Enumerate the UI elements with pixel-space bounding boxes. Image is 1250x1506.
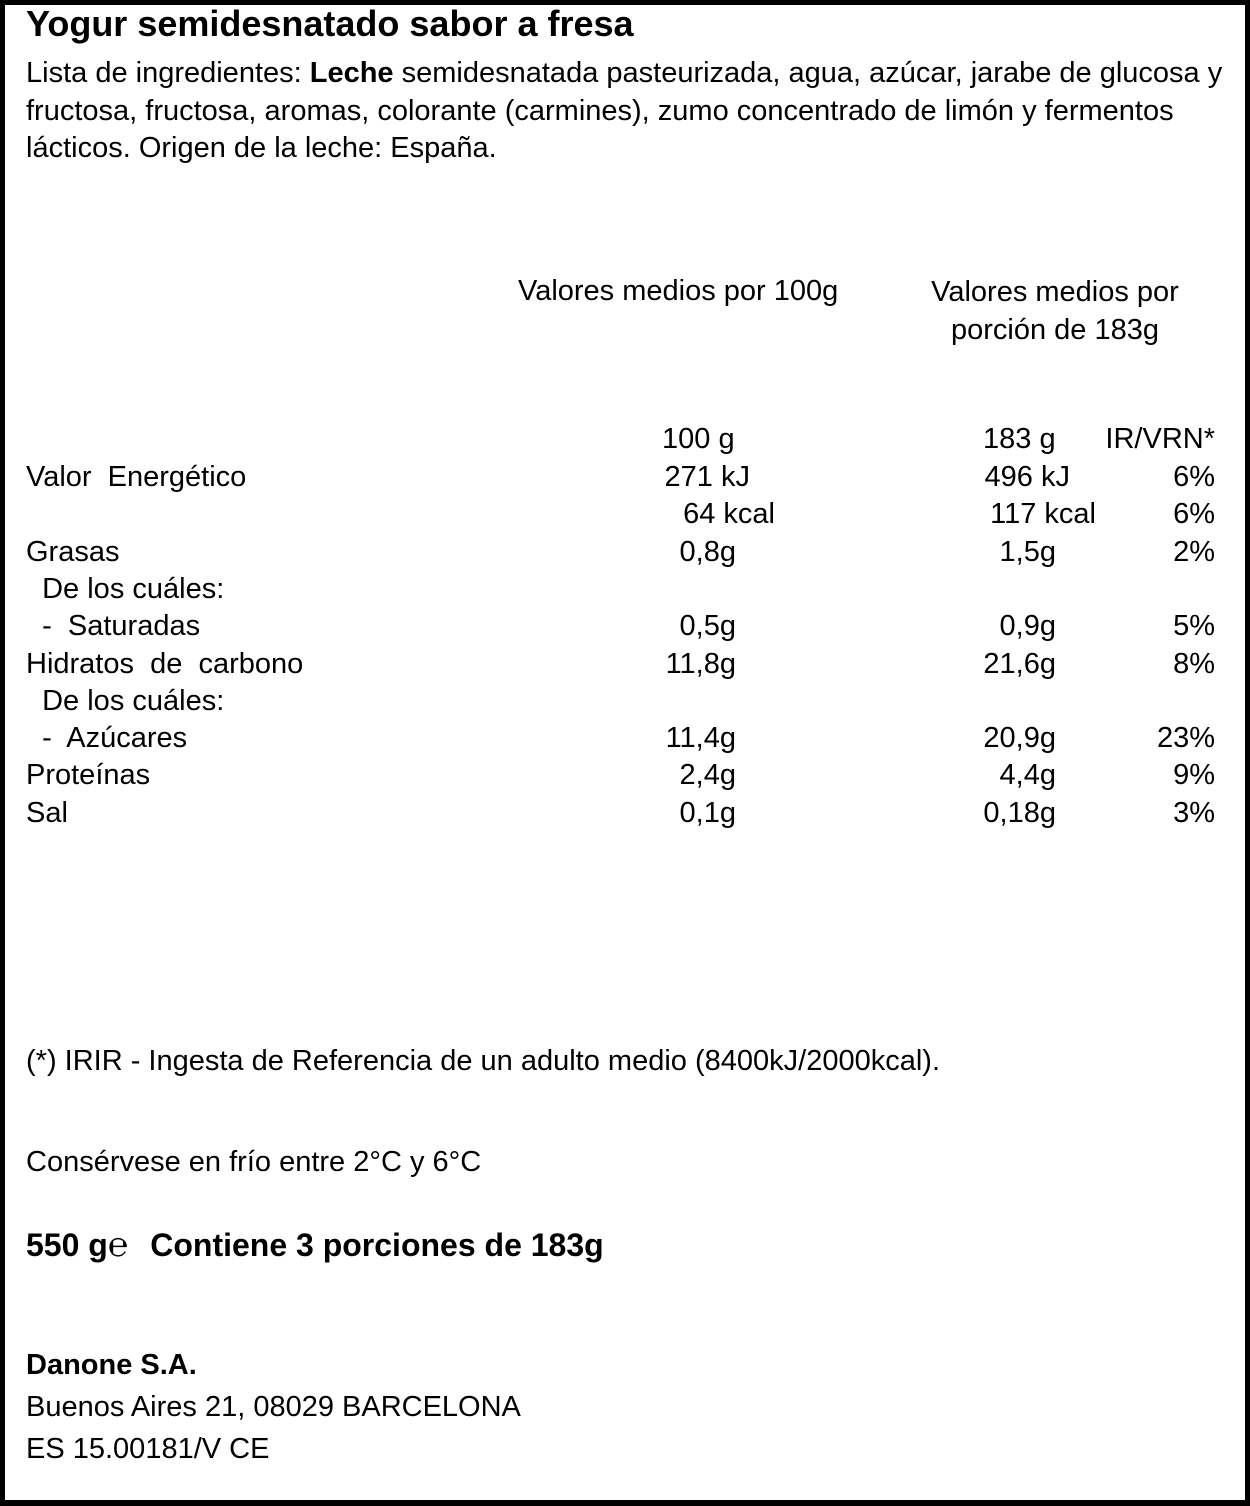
value-ir: 6%: [1173, 461, 1215, 493]
value-ir: 5%: [1173, 610, 1215, 643]
value-per-100g: 11,4g: [665, 722, 736, 755]
value-per-100g: 271 kJ: [664, 461, 750, 493]
value-per-100g: 0,5g: [679, 610, 736, 643]
value-per-portion: 117 kcal: [990, 498, 1096, 531]
estimated-sign-icon: ℮: [107, 1225, 129, 1265]
header-per-portion: Valores medios por porción de 183g: [931, 276, 1179, 346]
nutrient-label: De los cuáles:: [26, 572, 225, 605]
nutrient-label: Grasas: [26, 535, 120, 568]
value-per-portion: 0,9g: [999, 610, 1056, 643]
nutrient-label: Hidratos de carbono: [26, 647, 304, 680]
value-per-portion: 496 kJ: [984, 461, 1070, 493]
product-title: Yogur semidesnatado sabor a fresa: [26, 3, 634, 44]
value-per-100g: 2,4g: [679, 759, 736, 792]
value-per-100g: 64 kcal: [683, 498, 775, 531]
nutrient-label: - Azúcares: [26, 722, 188, 755]
net-weight-line: 550 g℮ Contiene 3 porciones de 183g: [26, 1227, 604, 1264]
company-registry: ES 15.00181/V CE: [26, 1433, 270, 1465]
value-per-portion: 21,6g: [983, 647, 1056, 680]
col-header-100g: 100 g: [662, 423, 735, 455]
value-per-portion: 0,18g: [983, 796, 1056, 829]
company-name: Danone S.A.: [26, 1349, 197, 1381]
nutrient-label: De los cuáles:: [26, 684, 225, 717]
value-per-100g: 0,1g: [679, 796, 736, 829]
nutrient-label: - Saturadas: [26, 610, 201, 643]
value-per-portion: 4,4g: [999, 759, 1056, 792]
ingredients-list: Lista de ingredientes: Leche semidesnata…: [26, 55, 1226, 168]
value-ir: 2%: [1173, 535, 1215, 568]
nutrient-label: Proteínas: [26, 759, 151, 792]
col-header-183g: 183 g: [983, 423, 1056, 455]
value-ir: 8%: [1173, 647, 1215, 680]
company-address: Buenos Aires 21, 08029 BARCELONA: [26, 1391, 521, 1423]
header-per-100g: Valores medios por 100g: [518, 275, 839, 307]
value-per-100g: 11,8g: [665, 647, 736, 680]
ingredients-rest: semidesnatada pasteurizada, agua, azúcar…: [26, 57, 1223, 164]
nutrient-label: Valor Energético: [26, 461, 247, 493]
value-per-portion: 20,9g: [983, 722, 1056, 755]
col-header-ir: IR/VRN*: [1105, 423, 1215, 455]
portions: Contiene 3 porciones de 183g: [150, 1227, 604, 1263]
value-ir: 9%: [1173, 759, 1215, 792]
value-ir: 6%: [1173, 498, 1215, 531]
value-per-portion: 1,5g: [999, 535, 1056, 568]
footnote: (*) IRIR - Ingesta de Referencia de un a…: [26, 1045, 940, 1077]
value-per-100g: 0,8g: [679, 535, 736, 568]
ingredients-prefix: Lista de ingredientes:: [26, 57, 310, 89]
value-ir: 23%: [1156, 722, 1215, 755]
nutrient-label: Sal: [26, 796, 68, 829]
net-weight: 550 g: [26, 1227, 108, 1263]
value-ir: 3%: [1173, 796, 1215, 829]
storage-instructions: Consérvese en frío entre 2°C y 6°C: [26, 1146, 482, 1178]
allergen-leche: Leche: [309, 57, 394, 89]
